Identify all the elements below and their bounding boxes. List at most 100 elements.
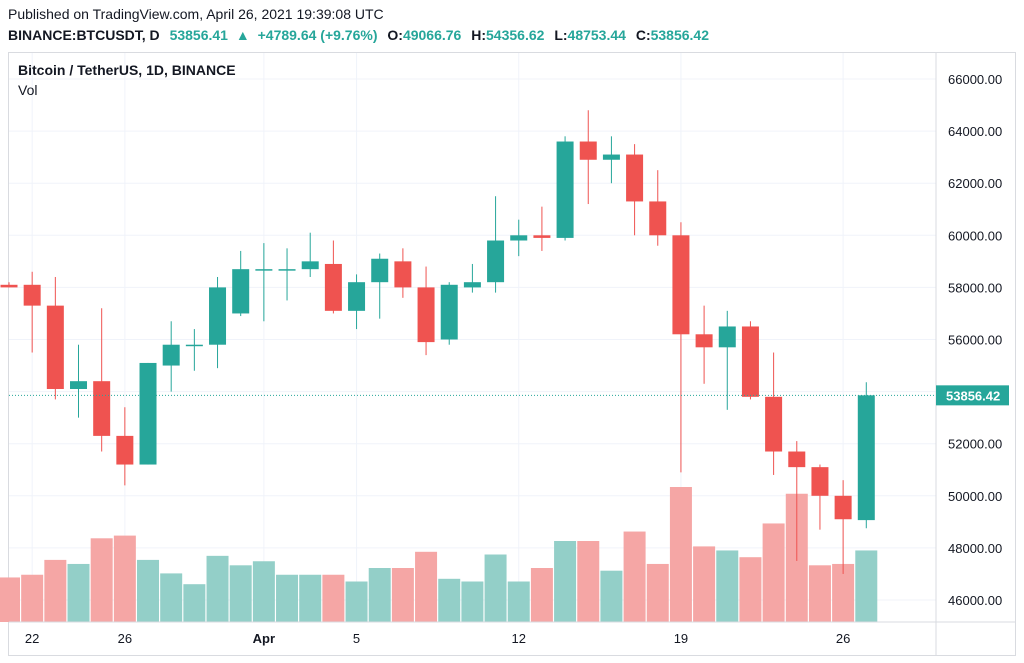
candle-body: [788, 451, 806, 468]
candle-body: [579, 141, 597, 160]
volume-bar: [67, 563, 90, 622]
volume-bar: [623, 531, 646, 622]
y-tick-label: 62000.00: [948, 176, 1002, 191]
x-tick-label: 26: [836, 631, 850, 646]
candle-body: [811, 467, 829, 496]
last-price-tag: [936, 385, 1009, 406]
y-tick-label: 64000.00: [948, 124, 1002, 139]
x-tick-label: 5: [353, 631, 360, 646]
volume-bar: [646, 563, 669, 622]
candle-body: [324, 263, 342, 311]
last-price-tag-label: 53856.42: [946, 388, 1000, 403]
close-label: C:: [635, 27, 651, 43]
candle-body: [255, 269, 273, 271]
low-value: 48753.44: [567, 27, 626, 43]
open-label: O:: [387, 27, 403, 43]
candle-body: [533, 235, 551, 238]
volume-bar: [391, 568, 414, 622]
high-value: 54356.62: [486, 27, 545, 43]
volume-bar: [229, 565, 252, 622]
volume-bar: [855, 550, 878, 622]
candle-body: [371, 258, 389, 283]
candle-body: [463, 282, 481, 288]
y-tick-label: 56000.00: [948, 333, 1002, 348]
candle-body: [232, 269, 250, 314]
y-tick-label: 50000.00: [948, 489, 1002, 504]
candle-body: [626, 154, 644, 202]
volume-bar: [368, 568, 391, 622]
volume-bar: [345, 581, 368, 622]
y-tick-label: 52000.00: [948, 437, 1002, 452]
volume-bar: [484, 554, 507, 622]
candle-body: [185, 344, 203, 347]
volume-bar: [0, 577, 20, 622]
close-value: 53856.42: [650, 27, 710, 43]
y-tick-label: 60000.00: [948, 228, 1002, 243]
candle-body: [556, 141, 574, 238]
y-tick-label: 48000.00: [948, 541, 1002, 556]
candle-body: [70, 381, 88, 389]
candle-body: [209, 287, 227, 345]
x-tick-label: 12: [512, 631, 526, 646]
candle-body: [440, 284, 458, 340]
volume-bar: [137, 559, 160, 622]
volume-bar: [438, 578, 461, 622]
volume-bar: [252, 561, 275, 622]
candle-body: [116, 435, 134, 465]
volume-bar: [206, 555, 229, 622]
volume-bar: [44, 559, 67, 622]
candle-body: [348, 282, 366, 311]
x-tick-label: 26: [118, 631, 132, 646]
candle-body: [23, 284, 41, 306]
candle-body: [741, 326, 759, 397]
candle-body: [162, 344, 180, 366]
candle-body: [417, 287, 435, 343]
open-value: 49066.76: [402, 27, 462, 43]
low-label: L:: [554, 27, 568, 43]
volume-bar: [415, 551, 438, 622]
volume-bar: [716, 550, 739, 622]
candle-body: [510, 235, 528, 241]
x-tick-label: 22: [25, 631, 39, 646]
volume-bar: [693, 546, 716, 622]
candle-body: [487, 240, 505, 283]
last-price: 53856.41: [169, 27, 228, 43]
candle-body: [765, 396, 783, 452]
volume-bar: [90, 538, 113, 622]
x-tick-label: Apr: [253, 631, 275, 646]
x-tick-label: 19: [674, 631, 688, 646]
candle-body: [857, 395, 875, 521]
candle-body: [93, 381, 111, 436]
candle-body: [139, 362, 157, 465]
published-line: Published on TradingView.com, April 26, …: [8, 6, 384, 22]
volume-bar: [739, 557, 762, 622]
y-tick-label: 46000.00: [948, 593, 1002, 608]
candle-body: [602, 154, 620, 160]
volume-bar: [600, 570, 623, 622]
legend-title: Bitcoin / TetherUS, 1D, BINANCE: [18, 62, 236, 78]
candle-body: [718, 326, 736, 348]
volume-bar: [832, 563, 855, 622]
volume-bar: [554, 541, 577, 622]
volume-bar: [322, 574, 345, 622]
chart-legend: Bitcoin / TetherUS, 1D, BINANCE Vol: [18, 62, 236, 98]
volume-bar: [299, 574, 322, 622]
volume-bar: [160, 573, 183, 622]
legend-vol: Vol: [18, 82, 38, 98]
candle-body: [834, 495, 852, 520]
volume-bar: [461, 581, 484, 622]
volume-bar: [577, 541, 600, 622]
volume-bar: [183, 584, 206, 622]
symbol-label: BINANCE:BTCUSDT, D: [8, 27, 160, 43]
candle-body: [649, 201, 667, 236]
ohlc-line: BINANCE:BTCUSDT, D 53856.41 ▲ +4789.64 (…: [8, 27, 709, 43]
candle-body: [46, 305, 64, 389]
volume-bar: [762, 523, 785, 622]
candle-body: [278, 269, 296, 271]
chart-frame: [8, 52, 1016, 656]
y-tick-label: 66000.00: [948, 72, 1002, 87]
chart-header: Published on TradingView.com, April 26, …: [8, 0, 1016, 50]
volume-bar: [507, 581, 530, 622]
volume-bar: [669, 487, 692, 622]
